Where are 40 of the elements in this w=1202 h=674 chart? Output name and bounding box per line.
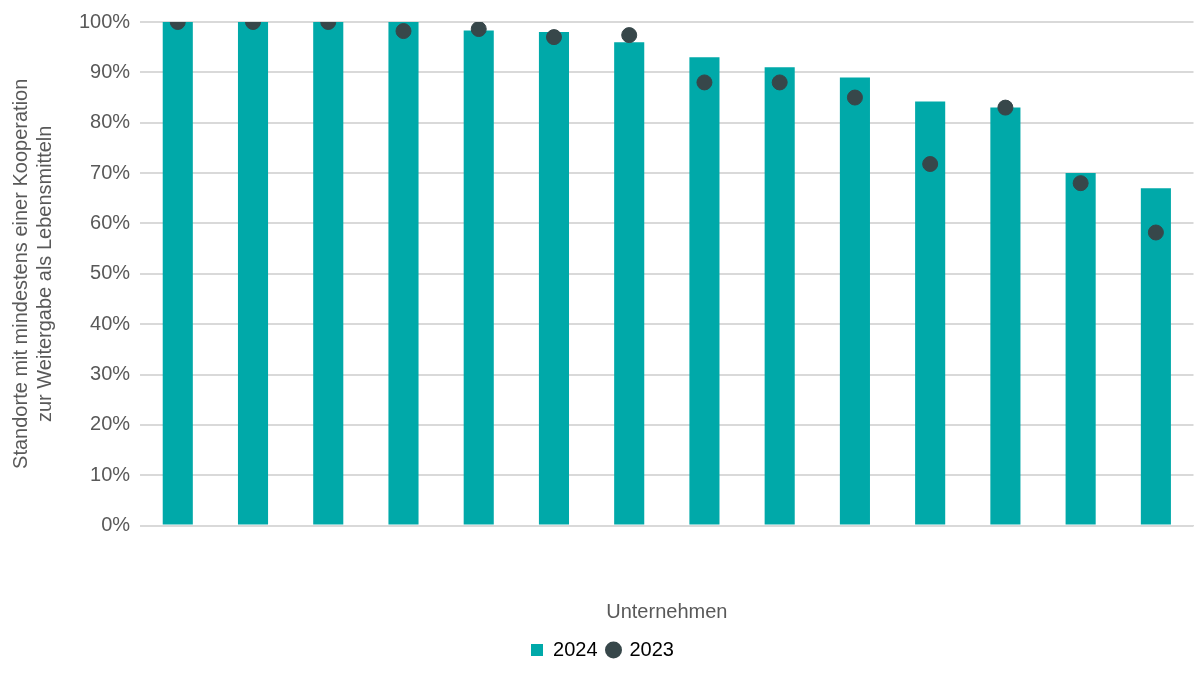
bar	[689, 57, 720, 525]
point	[621, 27, 638, 44]
y-tick-label: 70%	[90, 160, 131, 183]
y-tick-label: 100%	[79, 9, 131, 32]
bar	[463, 30, 494, 525]
bar	[990, 107, 1021, 525]
y-axis-title: Standorte mit mindestens einer Kooperation zur Weitergabe als Lebensmitteln	[8, 78, 55, 469]
point	[696, 74, 713, 91]
point	[922, 156, 939, 173]
point	[395, 23, 412, 40]
bar	[388, 22, 419, 525]
bar	[764, 67, 795, 525]
x-axis-title: Unternehmen	[606, 599, 728, 622]
y-tick-label: 40%	[90, 311, 131, 334]
point	[997, 99, 1014, 116]
bar	[1065, 173, 1096, 525]
y-tick-label: 80%	[90, 110, 131, 133]
point	[545, 29, 562, 46]
y-tick-label: 30%	[90, 362, 131, 385]
legend-label: 2023	[629, 637, 674, 660]
bar	[162, 22, 193, 525]
y-tick-label: 20%	[90, 412, 131, 435]
y-tick-label: 0%	[101, 513, 131, 536]
bar	[1140, 188, 1171, 525]
point	[1072, 175, 1089, 192]
bar	[313, 22, 344, 525]
bar	[538, 32, 570, 525]
y-tick-label: 10%	[90, 462, 131, 485]
y-tick-label: 50%	[90, 261, 131, 284]
bar	[915, 101, 946, 525]
y-tick-label: 60%	[90, 210, 131, 233]
point	[1147, 224, 1164, 241]
legend-label: 2024	[553, 637, 598, 660]
y-tick-label: 90%	[90, 59, 131, 82]
bar	[237, 22, 269, 525]
point	[771, 74, 788, 91]
point	[846, 89, 863, 106]
point	[470, 22, 487, 38]
bar	[839, 77, 870, 525]
bar	[614, 42, 645, 525]
